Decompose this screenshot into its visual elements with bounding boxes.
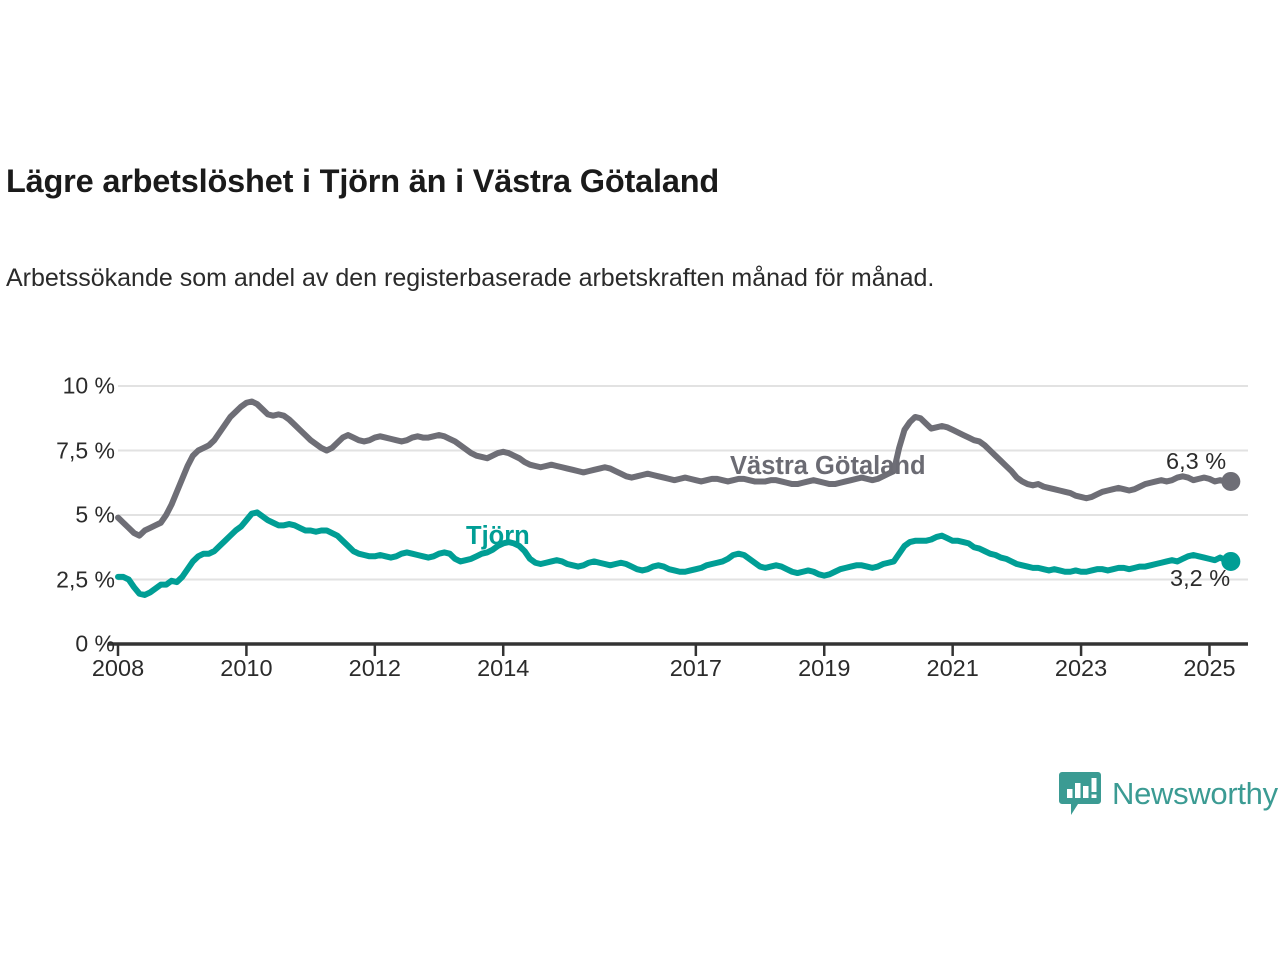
line-chart-plot-area (0, 360, 1280, 660)
page-title: Lägre arbetslöshet i Tjörn än i Västra G… (6, 162, 719, 199)
x-axis-tick-label: 2017 (669, 655, 722, 681)
page-subtitle: Arbetssökande som andel av den registerb… (6, 264, 935, 292)
newsworthy-logo: Newsworthy (1058, 770, 1278, 818)
x-axis-tick-label: 2010 (220, 655, 273, 681)
series-label-vastra-gotaland: Västra Götaland (730, 452, 926, 480)
y-axis-tick-label: 0 % (75, 630, 115, 657)
x-axis-tick-label: 2025 (1183, 655, 1236, 681)
newsworthy-bar-chart-bubble-icon (1058, 770, 1102, 818)
x-axis-tick-labels: 2008 2010 2012 2014 2017 2019 2021 2023 2025 (0, 655, 1280, 701)
series-endpoint-marker-tjorn (1221, 551, 1241, 571)
x-axis-tick-label: 2008 (91, 655, 145, 681)
end-value-vastra-gotaland: 6,3 % (1166, 448, 1227, 474)
y-axis-tick-label: 2,5 % (56, 566, 115, 592)
series-line-vastra-gotaland (115, 398, 1234, 539)
x-axis-tick-label: 2021 (926, 655, 979, 681)
end-value-tjorn: 3,2 % (1170, 565, 1231, 591)
x-axis-tick-label: 2019 (798, 655, 851, 681)
x-axis-tick-label: 2023 (1054, 655, 1108, 681)
y-axis-tick-label: 10 % (62, 372, 115, 399)
y-axis-tick-label: 5 % (75, 501, 115, 528)
x-axis-tick-label: 2014 (477, 655, 530, 681)
chart-svg (108, 385, 1248, 656)
y-axis-tick-label: 7,5 % (56, 437, 115, 463)
series-endpoint-marker-vastra-gotaland (1221, 471, 1241, 491)
x-axis-tick-label: 2012 (348, 655, 401, 681)
series-line-tjorn (115, 509, 1234, 598)
newsworthy-wordmark: Newsworthy (1112, 776, 1278, 811)
series-label-tjorn: Tjörn (466, 522, 530, 550)
y-axis-tick-labels: 0 % 2,5 % 5 % 7,5 % 10 % (0, 360, 115, 660)
